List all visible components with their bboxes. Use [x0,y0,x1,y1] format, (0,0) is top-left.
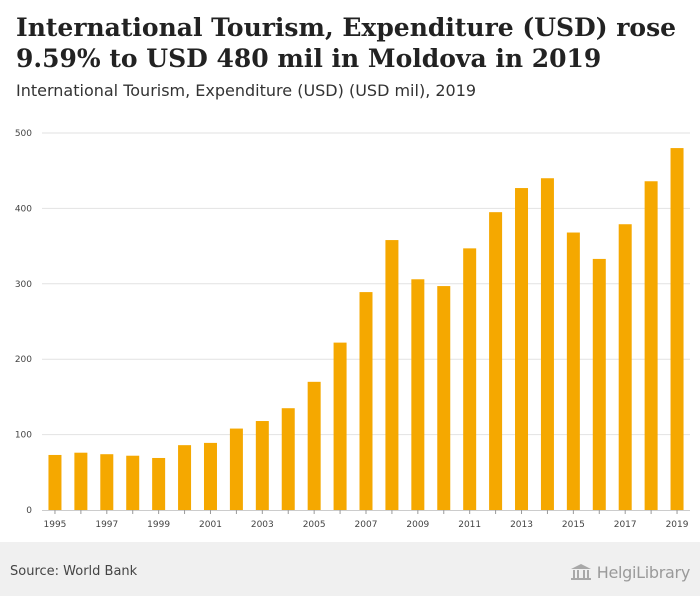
bar [385,240,399,510]
bar [463,248,477,510]
y-tick-label: 100 [15,431,32,441]
bar [437,286,451,510]
x-tick-label: 2013 [510,520,533,530]
source-note: Source: World Bank [10,564,138,579]
bar [152,457,166,510]
bar [74,452,88,510]
x-tick-label: 2019 [666,520,689,530]
chart-area: 0 100 200 300 400 500 1995 1997 1999 2001 2003 2005… [0,112,700,542]
bar [229,428,243,510]
x-tick-label: 2015 [562,520,585,530]
bar [203,442,217,510]
bar [126,455,140,510]
bar-chart: 0 100 200 300 400 500 1995 1997 1999 2001 2003 2005… [15,129,690,530]
brand[interactable]: HelgiLibrary [570,560,690,584]
footer: Source: World Bank HelgiLibrary [0,552,700,596]
bar [618,224,632,510]
x-tick-label: 2003 [251,520,274,530]
y-tick-label: 500 [15,129,32,139]
bar [359,292,373,510]
library-building-icon [570,563,592,581]
bar [333,342,347,510]
bar [178,445,192,510]
x-tick-label: 1995 [44,520,67,530]
x-tick-label: 1999 [147,520,170,530]
y-tick-label: 300 [15,280,32,290]
y-tick-label: 200 [15,355,32,365]
x-tick-label: 2011 [458,520,481,530]
x-tick-label: 1997 [95,520,118,530]
bar [255,421,269,510]
x-tick-label: 2017 [614,520,637,530]
bar [281,408,295,510]
bar [592,258,606,510]
bar [566,232,580,510]
brand-name: HelgiLibrary [596,562,691,582]
x-tick-label: 2007 [355,520,378,530]
bar [489,212,503,511]
y-tick-label: 400 [15,204,32,214]
x-tick-label: 2001 [199,520,222,530]
bar [540,178,554,510]
y-tick-label: 0 [26,506,32,516]
bar [411,279,425,510]
bar [48,454,62,510]
bar [100,454,114,510]
x-tick-label: 2009 [406,520,429,530]
header: International Tourism, Expenditure (USD)… [0,0,700,112]
bar [644,181,658,511]
bar [670,148,684,510]
bar [307,381,321,510]
x-tick-label: 2005 [303,520,326,530]
chart-title: International Tourism, Expenditure (USD)… [16,13,677,73]
chart-subtitle: International Tourism, Expenditure (USD)… [16,81,477,100]
bar [515,188,529,510]
